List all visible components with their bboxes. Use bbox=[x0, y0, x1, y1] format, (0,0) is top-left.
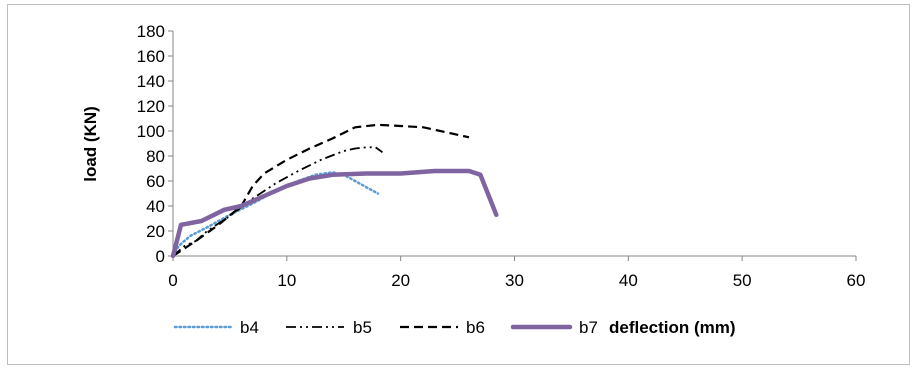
y-axis-title: load (KN) bbox=[81, 106, 100, 182]
series-line-b7 bbox=[170, 168, 499, 259]
x-tick-label: 60 bbox=[847, 271, 866, 290]
y-tick-label: 160 bbox=[137, 47, 165, 66]
y-tick-label: 0 bbox=[156, 247, 165, 266]
legend-label-b4: b4 bbox=[240, 318, 259, 337]
y-tick-label: 180 bbox=[137, 22, 165, 41]
x-tick-label: 40 bbox=[619, 271, 638, 290]
axes: 0 20 40 60 80 100 120 140 160 180 0 10 20 30 40 50 60 bbox=[137, 22, 866, 290]
x-tick-label: 20 bbox=[391, 271, 410, 290]
y-tick-label: 20 bbox=[146, 222, 165, 241]
y-tick-label: 60 bbox=[146, 172, 165, 191]
series-line-b5 bbox=[172, 146, 384, 257]
x-tick-label: 10 bbox=[277, 271, 296, 290]
y-tick-label: 40 bbox=[146, 197, 165, 216]
y-tick-label: 80 bbox=[146, 147, 165, 166]
legend-label-b5: b5 bbox=[353, 318, 372, 337]
series-layer bbox=[170, 123, 499, 259]
y-tick-label: 120 bbox=[137, 97, 165, 116]
x-tick-label: 0 bbox=[168, 271, 177, 290]
y-tick-label: 140 bbox=[137, 72, 165, 91]
series-line-b4 bbox=[171, 171, 380, 258]
chart-frame bbox=[7, 4, 910, 365]
series-line-b6 bbox=[172, 123, 470, 257]
x-tick-label: 30 bbox=[505, 271, 524, 290]
y-tick-label: 100 bbox=[137, 122, 165, 141]
x-axis-title: deflection (mm) bbox=[609, 318, 736, 337]
x-tick-label: 50 bbox=[733, 271, 752, 290]
legend-label-b7: b7 bbox=[579, 318, 598, 337]
legend: b4 b5 b6 b7 deflection (mm) bbox=[173, 318, 736, 337]
legend-label-b6: b6 bbox=[466, 318, 485, 337]
